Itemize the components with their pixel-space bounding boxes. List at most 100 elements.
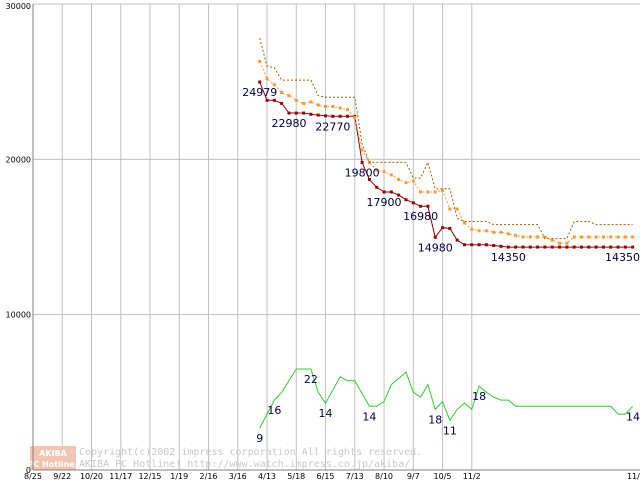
- series-line-shop_count: [259, 368, 634, 429]
- data-point-avg_price: [426, 190, 430, 194]
- data-label: 16980: [403, 210, 438, 223]
- data-point-min_price: [470, 243, 474, 247]
- data-label: 22980: [271, 117, 306, 130]
- x-tick-label: 5/18: [287, 472, 305, 480]
- data-label: 9: [256, 432, 263, 445]
- data-point-min_price: [397, 193, 401, 197]
- data-point-avg_price: [536, 235, 540, 239]
- y-tick-label: 30000: [6, 2, 31, 11]
- data-point-avg_price: [411, 179, 415, 183]
- data-point-min_price: [594, 245, 598, 249]
- data-point-min_price: [631, 245, 635, 249]
- data-point-min_price: [448, 226, 452, 230]
- data-point-min_price: [462, 243, 466, 247]
- data-point-avg_price: [258, 59, 262, 63]
- data-point-avg_price: [514, 233, 518, 237]
- data-point-min_price: [265, 98, 269, 102]
- x-tick-label: 11/17: [109, 472, 132, 480]
- data-point-avg_price: [287, 94, 291, 98]
- data-point-avg_price: [492, 230, 496, 234]
- series-line-avg_price: [259, 61, 633, 244]
- data-label: 24979: [242, 86, 277, 99]
- data-label: 18: [428, 413, 442, 426]
- data-point-min_price: [623, 245, 627, 249]
- data-point-min_price: [433, 235, 437, 239]
- x-tick-label: 1/19: [170, 472, 188, 480]
- data-point-avg_price: [565, 241, 569, 245]
- data-point-min_price: [404, 198, 408, 202]
- data-point-avg_price: [419, 190, 423, 194]
- data-point-min_price: [455, 238, 459, 242]
- data-point-avg_price: [484, 229, 488, 233]
- data-point-avg_price: [609, 235, 613, 239]
- data-point-min_price: [521, 245, 525, 249]
- data-label: 22: [304, 373, 318, 386]
- series-line-min_price: [259, 81, 633, 248]
- grid: [32, 3, 640, 471]
- data-point-min_price: [338, 114, 342, 118]
- x-tick-label: 11/2: [463, 472, 481, 480]
- watermark-url: AKIBA PC Hotline! http://www.watch.impre…: [79, 459, 410, 470]
- data-point-min_price: [426, 204, 430, 208]
- data-point-min_price: [419, 204, 423, 208]
- data-point-avg_price: [470, 227, 474, 231]
- watermark-logo-top: AKIBA: [39, 449, 67, 458]
- data-point-min_price: [280, 101, 284, 105]
- data-point-avg_price: [331, 105, 335, 109]
- x-tick-label: 8/10: [375, 472, 393, 480]
- data-point-avg_price: [623, 235, 627, 239]
- data-label: 14: [626, 410, 640, 423]
- data-point-min_price: [382, 190, 386, 194]
- data-point-avg_price: [506, 232, 510, 236]
- data-point-min_price: [616, 245, 620, 249]
- data-point-min_price: [272, 98, 276, 102]
- data-label: 14: [319, 407, 333, 420]
- x-tick-label: 9/7: [407, 472, 420, 480]
- x-tick-label: 10/20: [80, 472, 103, 480]
- data-point-avg_price: [572, 235, 576, 239]
- data-point-min_price: [294, 111, 298, 115]
- x-tick-label: 8/25: [24, 472, 42, 480]
- data-point-min_price: [484, 243, 488, 247]
- watermark-copyright: Copyright(c)2002 impress corporation All…: [79, 447, 422, 458]
- akiba-logo-badge: [30, 446, 76, 470]
- series: [258, 38, 635, 429]
- data-point-min_price: [528, 245, 532, 249]
- data-point-min_price: [441, 226, 445, 230]
- data-point-min_price: [536, 245, 540, 249]
- data-point-avg_price: [477, 229, 481, 233]
- data-point-min_price: [331, 114, 335, 118]
- data-point-avg_price: [309, 100, 313, 104]
- data-point-avg_price: [441, 188, 445, 192]
- data-point-min_price: [287, 111, 291, 115]
- data-label: 11: [443, 424, 457, 437]
- data-point-avg_price: [579, 235, 583, 239]
- x-tick-label: 2/16: [200, 472, 218, 480]
- data-point-avg_price: [499, 230, 503, 234]
- data-point-avg_price: [382, 170, 386, 174]
- data-point-min_price: [258, 80, 262, 84]
- data-point-avg_price: [360, 148, 364, 152]
- data-label: 14350: [605, 251, 640, 264]
- data-point-min_price: [302, 111, 306, 115]
- data-point-min_price: [375, 185, 379, 189]
- x-tick-label: 4/13: [258, 472, 276, 480]
- x-tick-label: 7/13: [346, 472, 364, 480]
- series-line-max_price: [259, 38, 633, 240]
- data-point-min_price: [579, 245, 583, 249]
- data-point-min_price: [492, 244, 496, 248]
- data-point-min_price: [565, 245, 569, 249]
- x-tick-label: 11/9: [627, 472, 640, 480]
- data-point-min_price: [316, 113, 320, 117]
- data-point-avg_price: [265, 77, 269, 81]
- data-point-avg_price: [324, 105, 328, 109]
- data-point-avg_price: [631, 235, 635, 239]
- y-tick-label: 20000: [6, 155, 31, 164]
- data-point-avg_price: [353, 115, 357, 119]
- data-point-min_price: [411, 201, 415, 205]
- data-label: 17900: [367, 196, 402, 209]
- data-point-avg_price: [338, 106, 342, 110]
- data-point-avg_price: [272, 83, 276, 87]
